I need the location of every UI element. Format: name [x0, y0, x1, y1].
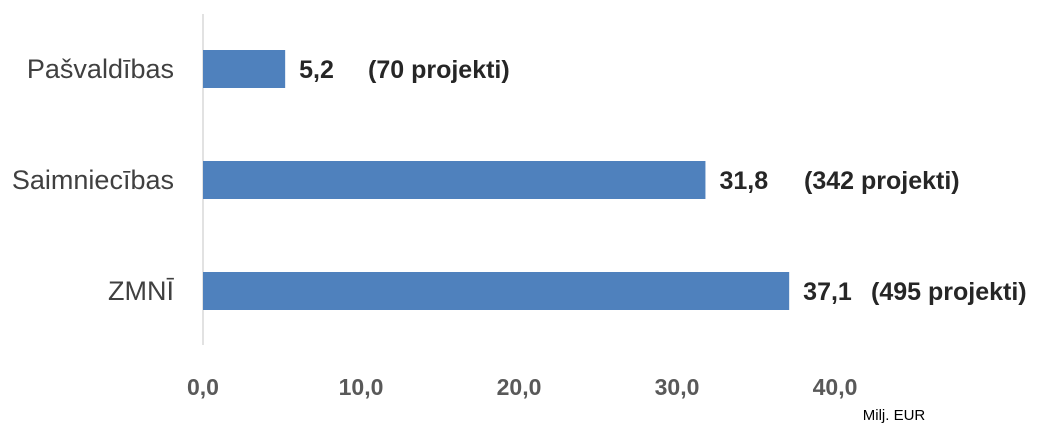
bars-layer: [203, 50, 790, 310]
x-axis-unit-label: Milj. EUR: [863, 407, 926, 424]
value-label-1: 5,2: [299, 56, 334, 84]
category-label-1: Pašvaldības: [27, 54, 174, 84]
category-label-3: ZMNĪ: [108, 276, 174, 306]
project-count-label-1: (70 projekti): [368, 56, 510, 84]
labels-layer: Pašvaldības 5,2 (70 projekti) Saimniecības 3…: [12, 54, 1027, 306]
x-tick-label-1: 0,0: [187, 374, 219, 400]
bar-3: [203, 272, 790, 310]
value-label-2: 31,8: [719, 167, 768, 195]
project-count-label-2: (342 projekti): [804, 167, 960, 195]
project-count-label-3: (495 projekti): [871, 278, 1027, 306]
bar-1: [203, 50, 286, 88]
category-label-2: Saimniecības: [12, 165, 174, 195]
x-tick-label-5: 40,0: [813, 374, 858, 400]
x-tick-label-2: 10,0: [339, 374, 384, 400]
x-tick-label-4: 30,0: [655, 374, 700, 400]
value-label-3: 37,1: [803, 278, 852, 306]
x-tick-label-3: 20,0: [497, 374, 542, 400]
bar-2: [203, 161, 706, 199]
x-axis-ticks: 0,0 10,0 20,0 30,0 40,0: [187, 374, 857, 400]
